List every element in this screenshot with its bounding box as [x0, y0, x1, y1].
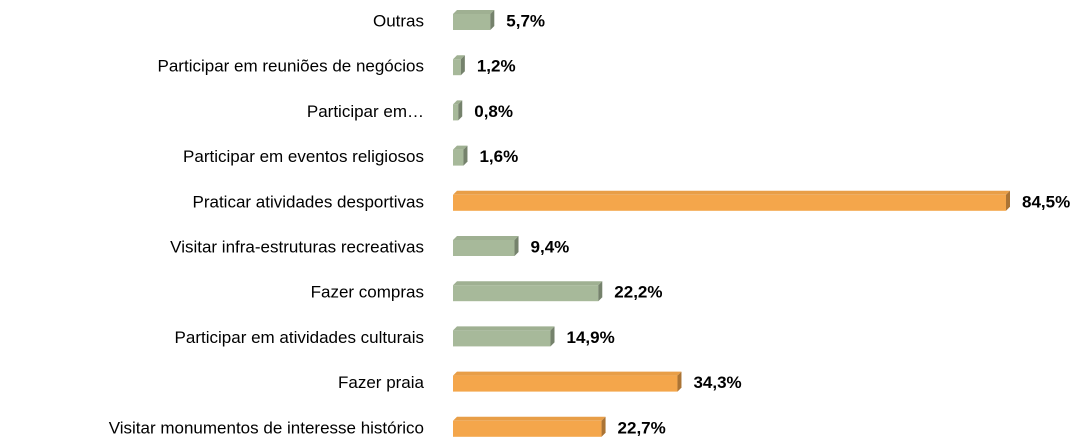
bar [453, 14, 491, 30]
category-label: Participar em eventos religiosos [183, 147, 424, 166]
value-label: 22,7% [618, 418, 666, 437]
category-label: Fazer praia [338, 373, 425, 392]
bar-top [453, 145, 468, 150]
bar-top [453, 281, 603, 286]
bar [453, 194, 1006, 211]
bar-side [550, 326, 555, 347]
value-label: 22,2% [614, 283, 662, 302]
bar-top [453, 190, 1010, 195]
bar-top [453, 10, 495, 14]
bar-side [514, 236, 519, 256]
bar [453, 149, 464, 166]
bar-top [453, 416, 606, 421]
bar-top [453, 371, 682, 376]
bar-side [458, 100, 463, 121]
bar [453, 375, 678, 392]
value-label: 1,2% [477, 57, 516, 76]
bar [453, 59, 461, 76]
category-label: Fazer compras [311, 283, 424, 302]
bar-top [453, 326, 555, 331]
value-label: 34,3% [693, 373, 741, 392]
bar-top [453, 55, 465, 60]
category-label: Visitar infra-estruturas recreativas [170, 237, 424, 256]
bar [453, 420, 602, 437]
value-label: 14,9% [567, 328, 615, 347]
category-label: Participar em reuniões de negócios [158, 57, 424, 76]
bar-side [677, 371, 682, 392]
value-label: 84,5% [1022, 192, 1070, 211]
value-label: 1,6% [479, 147, 518, 166]
value-label: 5,7% [506, 11, 545, 30]
bar-top [453, 100, 463, 105]
bar-top [453, 236, 519, 240]
bar-side [598, 281, 603, 302]
bar-side [1006, 190, 1010, 211]
category-label: Outras [373, 11, 424, 30]
value-label: 9,4% [531, 237, 570, 256]
bar-side [601, 416, 606, 437]
bar [453, 330, 551, 347]
category-label: Participar em… [307, 102, 424, 121]
category-label: Visitar monumentos de interesse históric… [109, 418, 424, 437]
bar [453, 104, 459, 121]
bar-side [490, 10, 495, 30]
value-label: 0,8% [474, 102, 513, 121]
bar [453, 240, 515, 256]
bar-side [460, 55, 465, 76]
category-label: Praticar atividades desportivas [192, 192, 424, 211]
category-label: Participar em atividades culturais [175, 328, 424, 347]
bar [453, 285, 599, 302]
bar-side [463, 145, 468, 166]
